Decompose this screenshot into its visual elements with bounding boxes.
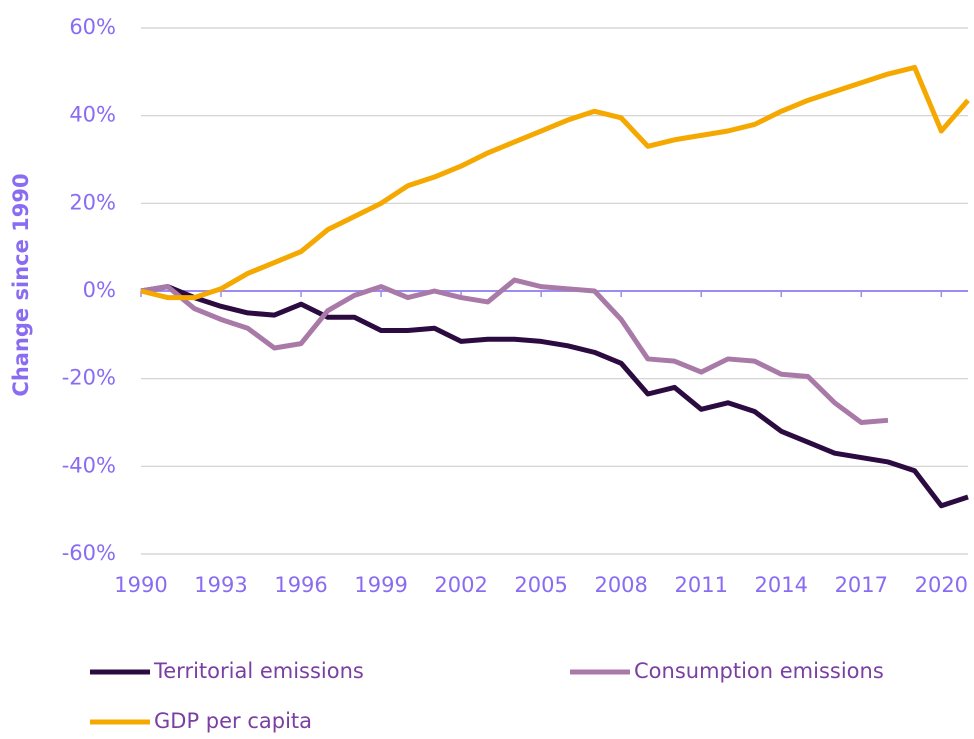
y-tick-label: 60% xyxy=(69,15,116,39)
x-tick-label: 2014 xyxy=(755,573,808,597)
series-line xyxy=(140,64,970,301)
y-tick-label: -20% xyxy=(62,366,116,390)
x-tick-label: 2011 xyxy=(674,573,727,597)
x-tick-label: 2017 xyxy=(835,573,888,597)
y-tick-label: 40% xyxy=(69,103,116,127)
y-tick-label: 0% xyxy=(83,278,116,302)
x-tick-label: 2020 xyxy=(915,573,968,597)
x-tick-label: 2008 xyxy=(594,573,647,597)
y-tick-label: -40% xyxy=(62,453,116,477)
y-axis-label: Change since 1990 xyxy=(9,173,33,396)
x-tick-label: 2002 xyxy=(434,573,487,597)
y-tick-label: -60% xyxy=(62,541,116,565)
legend-label: GDP per capita xyxy=(154,709,312,733)
y-tick-label: 20% xyxy=(69,190,116,214)
x-tick-label: 1990 xyxy=(114,573,167,597)
legend-label: Territorial emissions xyxy=(153,659,364,683)
legend-label: Consumption emissions xyxy=(634,659,884,683)
x-tick-label: 1999 xyxy=(354,573,407,597)
series-line xyxy=(140,277,889,425)
series-line xyxy=(140,284,969,509)
x-tick-label: 1993 xyxy=(194,573,247,597)
x-tick-label: 1996 xyxy=(274,573,327,597)
x-tick-label: 2005 xyxy=(514,573,567,597)
